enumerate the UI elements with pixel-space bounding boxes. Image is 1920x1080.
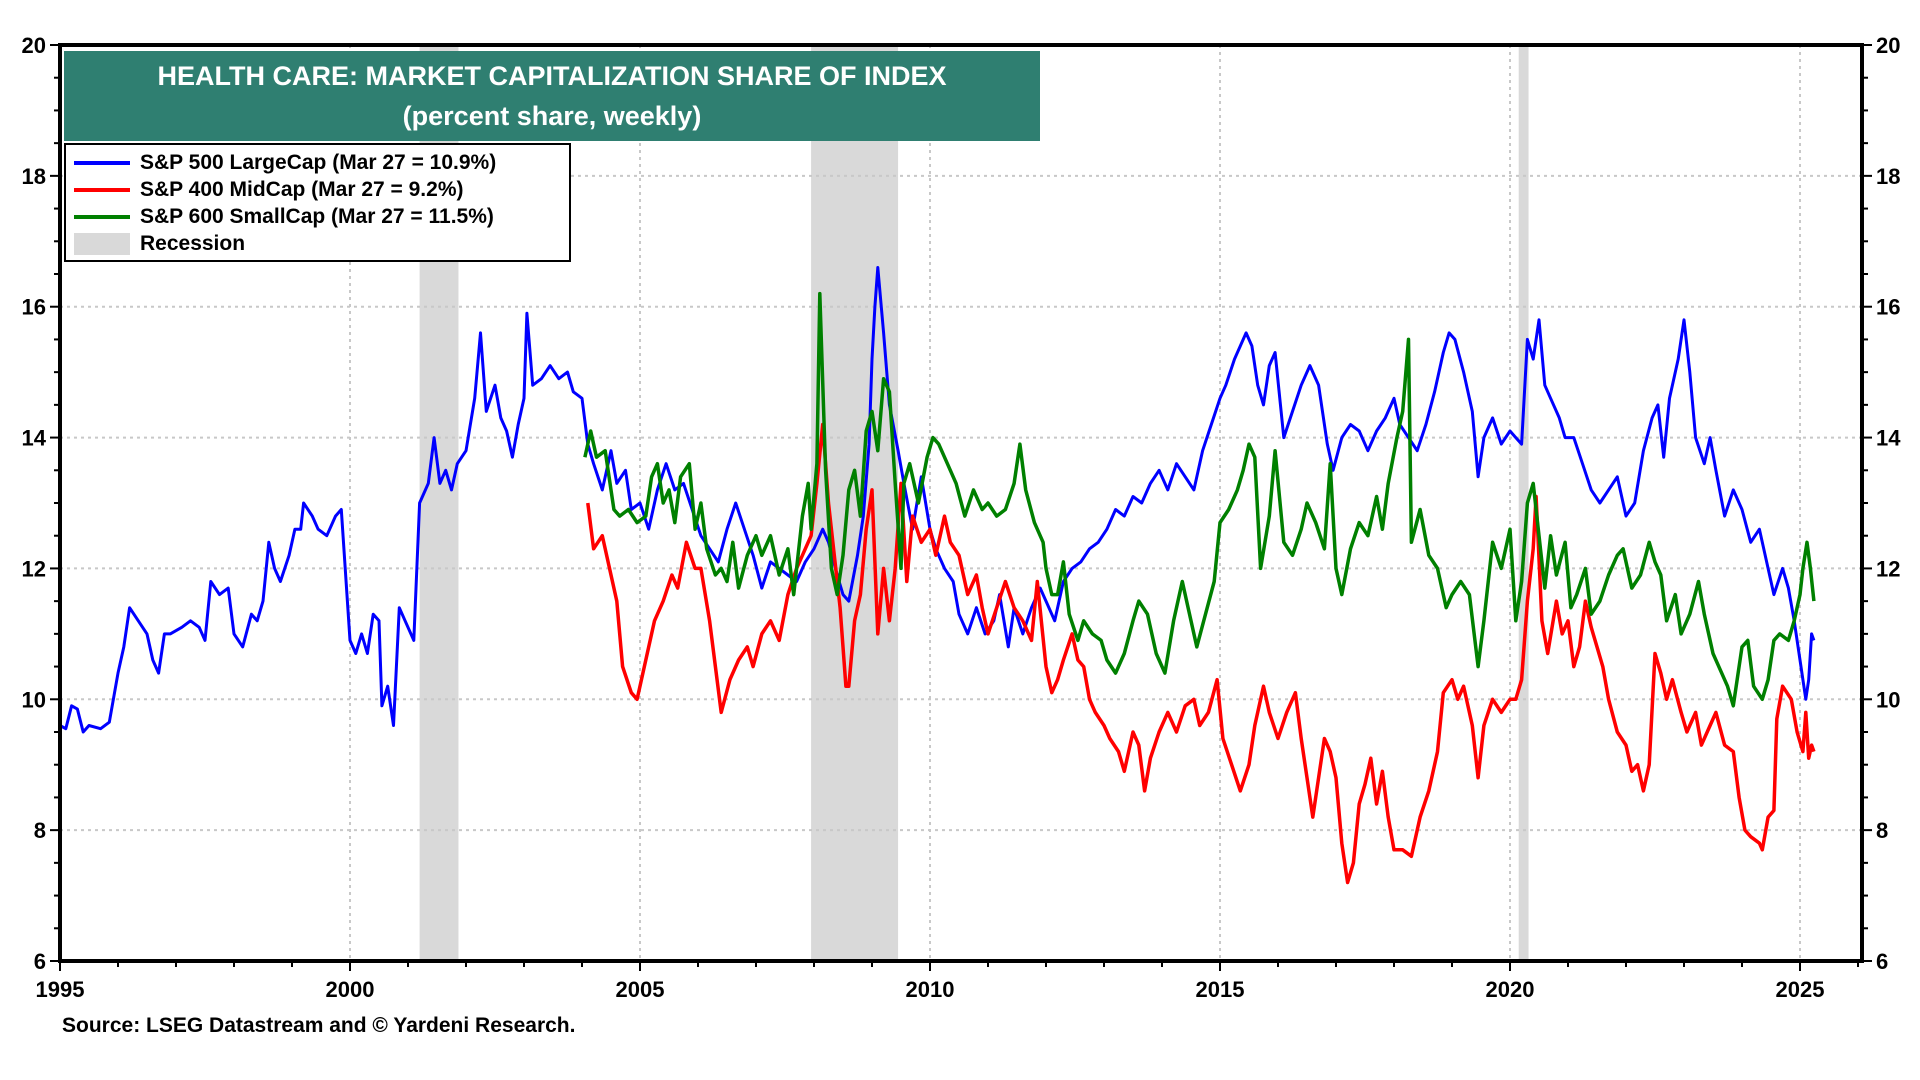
legend-swatch-smallcap [74,214,130,219]
source-note: Source: LSEG Datastream and © Yardeni Re… [62,1014,576,1037]
y-tick-label-right: 8 [1876,818,1888,843]
recession-band [1518,45,1529,961]
legend-item-smallcap: S&P 600 SmallCap (Mar 27 = 11.5%) [74,203,569,230]
x-tick-label: 2000 [326,977,375,1002]
x-tick-label: 2015 [1196,977,1245,1002]
legend-item-largecap: S&P 500 LargeCap (Mar 27 = 10.9%) [74,149,569,176]
y-tick-label-right: 14 [1876,426,1901,451]
legend-swatch-midcap [74,187,130,192]
gridlines [60,45,1862,961]
y-tick-label-left: 14 [22,426,47,451]
legend-item-midcap: S&P 400 MidCap (Mar 27 = 9.2%) [74,176,569,203]
y-tick-label-left: 12 [22,556,46,581]
y-tick-label-right: 18 [1876,164,1900,189]
chart-title-box: HEALTH CARE: MARKET CAPITALIZATION SHARE… [64,51,1040,141]
x-tick-label: 1995 [36,977,85,1002]
chart-title: HEALTH CARE: MARKET CAPITALIZATION SHARE… [157,61,947,91]
legend-label-smallcap: S&P 600 SmallCap (Mar 27 = 11.5%) [140,204,494,228]
y-tick-label-left: 8 [34,818,46,843]
y-tick-label-right: 12 [1876,556,1900,581]
legend-swatch-largecap [74,160,130,165]
x-tick-label: 2020 [1486,977,1535,1002]
legend-label-recession: Recession [140,231,246,255]
legend-item-recession: Recession [74,230,569,257]
y-tick-label-left: 10 [22,687,46,712]
series-line-smallcap [583,291,1816,708]
y-tick-label-left: 20 [22,33,46,58]
chart-subtitle: (percent share, weekly) [402,101,702,131]
x-tick-label: 2005 [616,977,665,1002]
y-tick-label-left: 16 [22,295,46,320]
legend-label-largecap: S&P 500 LargeCap (Mar 27 = 10.9%) [140,150,497,174]
recession-bands [419,45,1529,961]
y-tick-label-right: 10 [1876,687,1900,712]
series-lines [59,266,1816,885]
y-tick-label-left: 18 [22,164,46,189]
y-tick-label-right: 16 [1876,295,1900,320]
y-tick-label-right: 6 [1876,949,1888,974]
legend: S&P 500 LargeCap (Mar 27 = 10.9%) S&P 40… [64,143,571,262]
legend-label-midcap: S&P 400 MidCap (Mar 27 = 9.2%) [140,177,464,201]
series-line-largecap [59,266,1816,734]
x-tick-label: 2025 [1776,977,1825,1002]
x-tick-label: 2010 [906,977,955,1002]
y-tick-label-left: 6 [34,949,46,974]
y-tick-label-right: 20 [1876,33,1900,58]
recession-band [811,45,899,961]
legend-swatch-recession [74,232,130,255]
series-line-midcap [586,422,1816,885]
